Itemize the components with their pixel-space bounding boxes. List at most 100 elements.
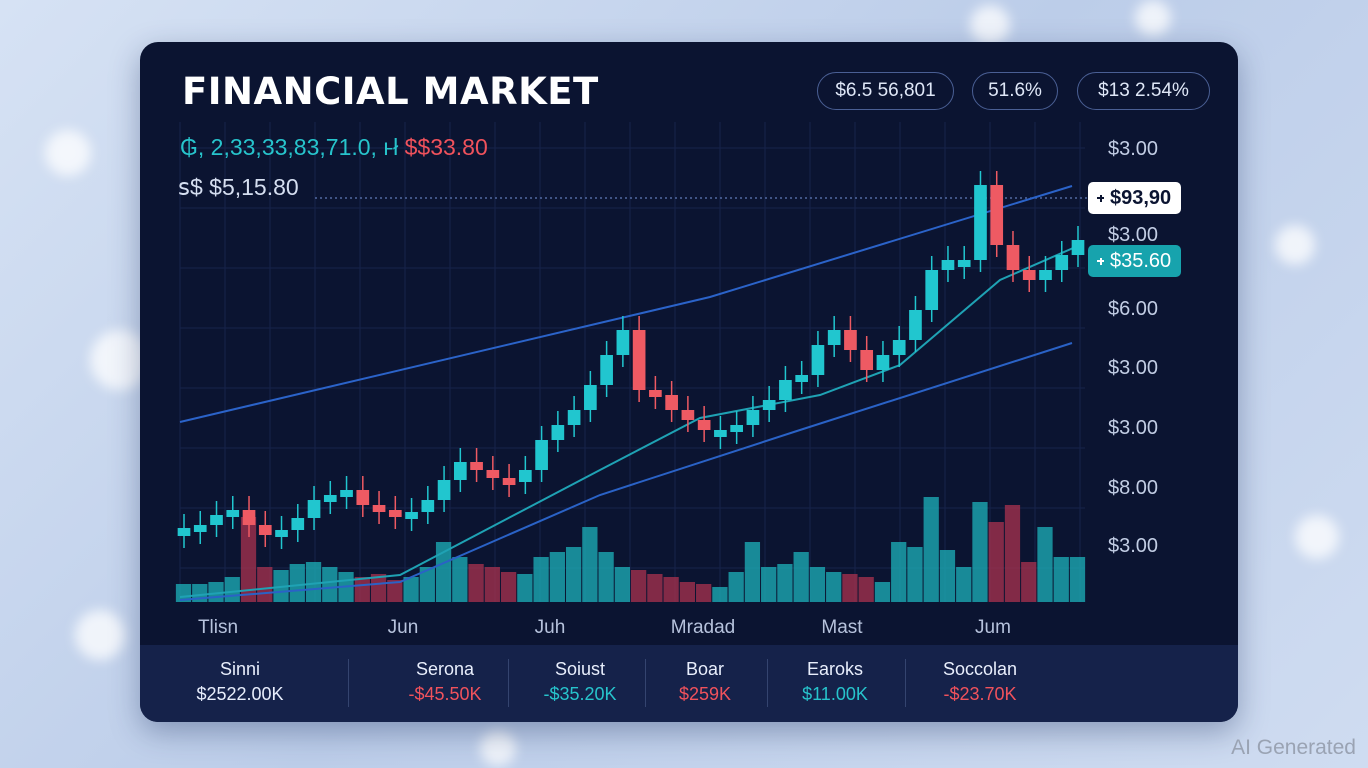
bokeh: [970, 5, 1010, 45]
volume-bar: [728, 572, 744, 602]
candle-body: [551, 425, 565, 440]
volume-bar: [663, 577, 679, 602]
candle-body: [567, 410, 581, 425]
candle-body: [275, 530, 288, 537]
stat-name: Earoks: [806, 659, 864, 679]
candle-body: [1006, 245, 1020, 270]
volume-bar: [712, 587, 728, 602]
volume-bar: [988, 522, 1004, 602]
volume-bar: [1004, 505, 1021, 602]
x-axis-label: Juh: [534, 617, 566, 638]
candle-body: [762, 400, 776, 410]
candle-body: [649, 390, 662, 397]
volume-bar: [305, 562, 322, 602]
candle-body: [811, 345, 825, 375]
candle-body: [486, 470, 500, 478]
candle-body: [697, 420, 711, 430]
stat-value: -$35.20K: [543, 684, 617, 704]
volume-bar: [435, 542, 452, 602]
stat[interactable]: Earoks $11.00K: [780, 659, 890, 705]
price-tag: $35.60: [1088, 245, 1182, 277]
dashboard-card: FINANCIAL MARKET $6.5 56,801 51.6% $13 2…: [140, 42, 1238, 722]
candle-body: [210, 515, 223, 525]
badge[interactable]: 51.6%: [972, 72, 1058, 110]
volume-bar: [517, 574, 533, 602]
stat-value: $259K: [678, 684, 732, 704]
stat-name: Boar: [685, 659, 725, 679]
stat-value: $11.00K: [802, 684, 868, 704]
divider: [348, 659, 349, 707]
bokeh: [480, 730, 516, 766]
bokeh: [45, 130, 91, 176]
volume-bar: [826, 572, 842, 602]
candle-body: [714, 430, 727, 437]
candle-body: [730, 425, 743, 432]
stat[interactable]: Soccolan -$23.70K: [920, 659, 1040, 705]
candle-body: [291, 518, 305, 530]
candle-body: [779, 380, 792, 400]
x-axis-label: Jun: [387, 617, 419, 638]
ticker-line: ꜱ$ $5,15.80: [178, 174, 299, 200]
divider: [508, 659, 509, 707]
stat-name: Sinni: [219, 659, 261, 679]
volume-bar: [1037, 527, 1053, 602]
volume-bar: [1053, 557, 1069, 602]
candle-body: [844, 330, 857, 350]
y-axis-label: $8.00: [1108, 477, 1159, 499]
x-axis-label: Jum: [975, 617, 1011, 638]
volume-bar: [907, 547, 923, 602]
candle-body: [1071, 240, 1085, 255]
ticker-price: $$33.80: [404, 134, 488, 160]
candle-body: [957, 260, 971, 267]
volume-bar: [224, 577, 240, 602]
volume-bar: [598, 552, 614, 602]
candle-body: [746, 410, 760, 425]
candle-body: [421, 500, 435, 512]
candle-body: [990, 185, 1004, 245]
volume-bar: [1069, 557, 1086, 602]
price-chart: [175, 122, 1088, 602]
divider: [905, 659, 906, 707]
x-axis-label: Tlisn: [197, 617, 239, 638]
candle-body: [323, 495, 337, 502]
volume-bar: [858, 577, 874, 602]
stat-name: Serona: [415, 659, 475, 679]
volume-bar: [484, 567, 500, 602]
price-tag: $93,90: [1088, 182, 1182, 214]
trend-line: [179, 185, 1073, 423]
trend-line: [179, 244, 1081, 598]
stat[interactable]: Sinni $2522.00K: [180, 659, 300, 705]
volume-bar: [679, 582, 696, 602]
candle-body: [1039, 270, 1052, 280]
bokeh: [1295, 515, 1339, 559]
candle-body: [827, 330, 841, 345]
volume-bar: [842, 574, 858, 602]
candle-body: [388, 510, 402, 517]
candle-body: [974, 185, 987, 260]
bokeh: [75, 610, 125, 660]
badge[interactable]: $6.5 56,801: [817, 72, 954, 110]
title: FINANCIAL MARKET: [182, 70, 599, 113]
stat-value: -$23.70K: [943, 684, 1017, 704]
stat-name: Soccolan: [942, 659, 1018, 679]
stat[interactable]: Serona -$45.50K: [375, 659, 515, 705]
volume-bar: [387, 580, 403, 602]
watermark: AI Generated: [1231, 736, 1356, 759]
candle-body: [177, 528, 191, 536]
candle-body: [405, 512, 418, 519]
volume-bar: [939, 550, 956, 602]
candle-body: [258, 525, 272, 535]
volume-bar: [175, 584, 192, 602]
stat[interactable]: Soiust -$35.20K: [515, 659, 645, 705]
badge[interactable]: $13 2.54%: [1077, 72, 1210, 110]
stat[interactable]: Boar $259K: [655, 659, 755, 705]
stats-bar: Sinni $2522.00K Serona -$45.50K Soiust -$35…: [140, 645, 1238, 722]
candle-body: [616, 330, 630, 355]
candle-body: [470, 462, 483, 470]
candle-body: [502, 478, 516, 485]
ticker-prefix: ₲, 2,33,33,83,71.0, ⱶł: [180, 134, 399, 160]
volume-bar: [354, 577, 370, 602]
candle-body: [372, 505, 386, 512]
candle-body: [925, 270, 939, 310]
